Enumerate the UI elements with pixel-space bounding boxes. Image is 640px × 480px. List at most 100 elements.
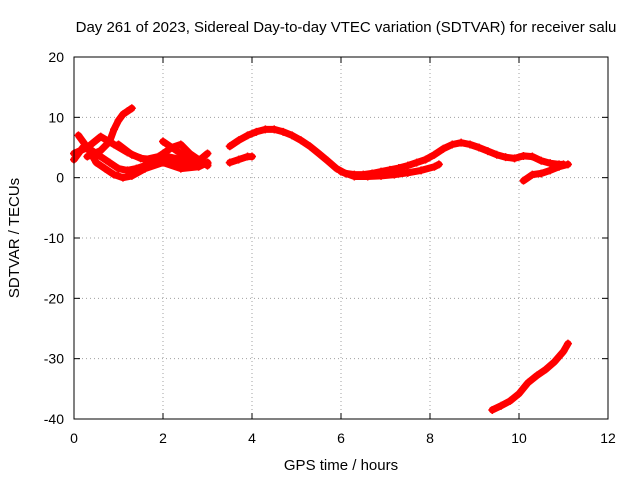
data-point [314, 149, 323, 158]
data-point [546, 166, 555, 175]
data-point [225, 142, 234, 151]
data-point [127, 104, 136, 113]
data-point [123, 107, 132, 116]
data-point [114, 116, 123, 125]
data-point [234, 155, 243, 164]
x-tick-label: 12 [600, 430, 616, 446]
x-tick-label: 8 [426, 430, 434, 446]
data-point [532, 371, 541, 380]
series-track-j [519, 160, 572, 185]
data-point [350, 172, 359, 181]
data-point [194, 156, 203, 165]
data-point [559, 347, 568, 356]
data-point [434, 160, 443, 169]
data-point [483, 147, 492, 156]
data-point [305, 142, 314, 151]
data-point [172, 146, 181, 155]
grid [74, 57, 608, 419]
x-tick-label: 4 [248, 430, 256, 446]
series-line [488, 340, 572, 414]
data-point [159, 137, 167, 146]
data-point [515, 389, 523, 398]
data-point [417, 166, 426, 175]
data-point [546, 159, 555, 168]
data-point [118, 173, 127, 182]
data-point [439, 144, 448, 153]
data-point [421, 155, 430, 164]
data-point [296, 136, 305, 145]
y-tick-label: 20 [48, 49, 64, 65]
data-point [528, 170, 537, 179]
chart-title: Day 261 of 2023, Sidereal Day-to-day VTE… [76, 19, 617, 36]
data-point [492, 150, 501, 159]
series-track-h [225, 152, 256, 167]
data-point [185, 155, 194, 164]
data-point [430, 162, 439, 171]
data-point [403, 161, 412, 170]
data-point [563, 339, 572, 348]
data-point [110, 170, 119, 179]
data-point [537, 156, 546, 165]
data-point [403, 168, 412, 177]
data-point [261, 125, 270, 134]
data-point [457, 138, 466, 147]
data-point [203, 161, 212, 170]
series-track-f [159, 137, 212, 165]
data-point [243, 131, 252, 140]
data-point [390, 170, 399, 179]
data-point [105, 137, 114, 146]
data-point [528, 152, 537, 161]
data-point [101, 164, 110, 173]
x-tick-label: 10 [511, 430, 527, 446]
data-point [510, 154, 519, 163]
data-point [377, 171, 386, 180]
y-tick-label: -30 [44, 351, 64, 367]
data-point [105, 158, 114, 167]
y-tick-label: 0 [56, 170, 64, 186]
data-point [279, 127, 288, 136]
axis-ticks: 0 2 4 6 8 10 12 -40 -30 -20 -10 0 10 20 [44, 49, 616, 446]
data-point [176, 164, 185, 173]
data-point [474, 143, 483, 152]
data-point [506, 396, 515, 405]
x-tick-label: 0 [70, 430, 78, 446]
y-tick-label: 10 [48, 109, 64, 125]
data-point [501, 153, 510, 162]
data-point [114, 140, 123, 149]
data-point [466, 140, 475, 149]
data-point [110, 125, 119, 134]
data-point [270, 125, 279, 134]
data-point [555, 162, 564, 171]
data-point [323, 156, 332, 165]
data-point [519, 151, 528, 160]
series-track-g [225, 125, 568, 179]
series-track-k [488, 339, 572, 414]
data-point [96, 132, 105, 141]
data-point [337, 167, 345, 176]
data-point [448, 140, 457, 149]
data-point [363, 172, 372, 181]
data-point [127, 150, 136, 159]
data-point [541, 365, 550, 374]
y-tick-label: -10 [44, 230, 64, 246]
data-series [70, 104, 572, 414]
data-point [234, 136, 243, 145]
data-point [497, 401, 506, 410]
data-point [519, 176, 528, 185]
data-point [96, 146, 105, 155]
data-point [159, 158, 167, 167]
data-point [523, 378, 532, 387]
data-point [537, 169, 546, 178]
data-point [74, 131, 83, 140]
data-point [563, 160, 572, 169]
data-point [176, 140, 185, 149]
data-point [118, 110, 127, 119]
series-track-i [337, 160, 443, 181]
data-point [83, 152, 92, 161]
data-point [252, 127, 261, 136]
data-point [127, 171, 136, 180]
data-point [488, 405, 497, 414]
data-point [248, 152, 256, 161]
data-point [288, 131, 297, 140]
